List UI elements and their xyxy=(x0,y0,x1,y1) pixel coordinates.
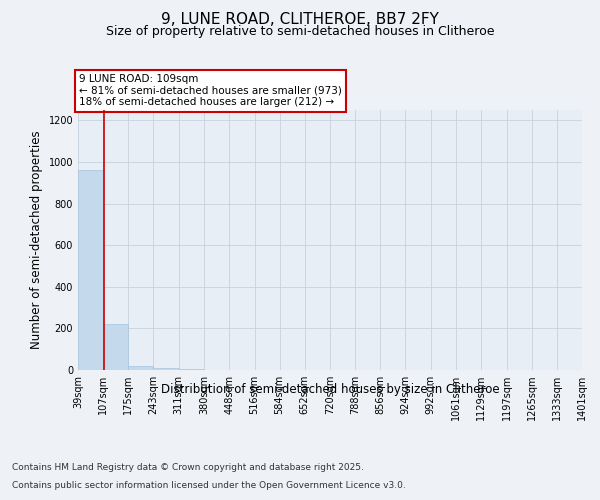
Bar xyxy=(103,324,128,370)
Text: 9, LUNE ROAD, CLITHEROE, BB7 2FY: 9, LUNE ROAD, CLITHEROE, BB7 2FY xyxy=(161,12,439,28)
Y-axis label: Number of semi-detached properties: Number of semi-detached properties xyxy=(30,130,43,350)
Text: Contains public sector information licensed under the Open Government Licence v3: Contains public sector information licen… xyxy=(12,481,406,490)
Bar xyxy=(179,369,204,370)
Bar xyxy=(128,366,154,370)
Text: Contains HM Land Registry data © Crown copyright and database right 2025.: Contains HM Land Registry data © Crown c… xyxy=(12,464,364,472)
Bar xyxy=(78,170,103,370)
Text: 9 LUNE ROAD: 109sqm
← 81% of semi-detached houses are smaller (973)
18% of semi-: 9 LUNE ROAD: 109sqm ← 81% of semi-detach… xyxy=(79,74,341,108)
Text: Distribution of semi-detached houses by size in Clitheroe: Distribution of semi-detached houses by … xyxy=(161,382,499,396)
Text: Size of property relative to semi-detached houses in Clitheroe: Size of property relative to semi-detach… xyxy=(106,25,494,38)
Bar xyxy=(154,368,179,370)
